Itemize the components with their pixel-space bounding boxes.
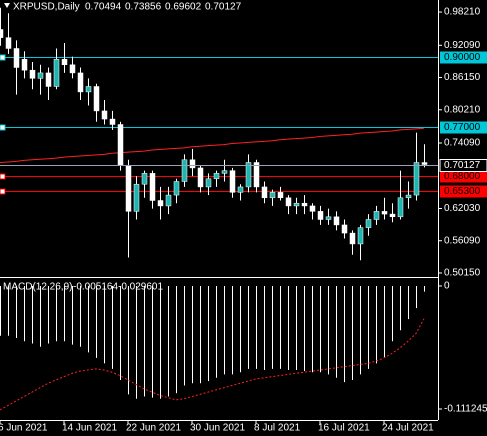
candle-body bbox=[21, 59, 28, 71]
candle-body bbox=[373, 211, 380, 220]
moving-average bbox=[0, 127, 425, 163]
level-marker bbox=[0, 188, 6, 195]
candle-body bbox=[365, 219, 372, 228]
level-label: 0.65300 bbox=[444, 186, 481, 197]
candle-body bbox=[221, 170, 228, 174]
candle-body bbox=[117, 124, 124, 166]
macd-title: MACD(12,26,9) bbox=[3, 282, 72, 293]
level-label-box bbox=[440, 170, 487, 183]
signal-value: -0.029601 bbox=[118, 282, 163, 293]
y-tick-label: 0.98210 bbox=[444, 7, 481, 18]
candle-body bbox=[165, 194, 172, 207]
header-high: 0.73856 bbox=[125, 2, 162, 13]
candle-body bbox=[405, 194, 412, 199]
candle-body bbox=[293, 202, 300, 207]
candle-body bbox=[309, 205, 316, 212]
candle-body bbox=[197, 167, 204, 188]
level-label: 0.68000 bbox=[444, 171, 481, 182]
signal-line bbox=[0, 318, 425, 411]
candle-body bbox=[253, 162, 260, 188]
candle-body bbox=[261, 186, 268, 199]
candle-body bbox=[269, 192, 276, 199]
candle-body bbox=[357, 227, 364, 245]
level-label-box bbox=[440, 121, 487, 134]
x-tick-label: 14 Jun 2021 bbox=[62, 423, 117, 434]
candle-body bbox=[389, 213, 396, 218]
candle-body bbox=[317, 211, 324, 220]
candle-body bbox=[53, 59, 60, 87]
candle-body bbox=[237, 186, 244, 193]
price-label: 0.70127 bbox=[444, 160, 481, 171]
candle-body bbox=[349, 232, 356, 245]
candle-body bbox=[213, 173, 220, 180]
candle-body bbox=[109, 118, 116, 125]
candle-body bbox=[101, 110, 108, 120]
x-tick-label: 30 Jun 2021 bbox=[190, 423, 245, 434]
candle-body bbox=[325, 216, 332, 220]
x-tick-label: 16 Jul 2021 bbox=[318, 423, 370, 434]
x-tick-label: 8 Jul 2021 bbox=[254, 423, 301, 434]
candle-body bbox=[413, 162, 420, 196]
header-low: 0.69602 bbox=[165, 2, 202, 13]
candle-body bbox=[421, 162, 428, 165]
candle-body bbox=[37, 72, 44, 79]
y-tick-label: 0.62030 bbox=[444, 203, 481, 214]
level-label: 0.77000 bbox=[444, 122, 481, 133]
x-tick-label: 6 Jun 2021 bbox=[0, 423, 48, 434]
candle-body bbox=[189, 159, 196, 169]
y-tick-label: 0.92090 bbox=[444, 40, 481, 51]
candle-body bbox=[245, 162, 252, 188]
y-tick-label: 0 bbox=[444, 281, 450, 292]
x-tick-label: 24 Jul 2021 bbox=[382, 423, 434, 434]
candle-body bbox=[13, 48, 20, 68]
candle-body bbox=[45, 72, 52, 87]
candle-body bbox=[333, 216, 340, 226]
level-label-box bbox=[440, 185, 487, 198]
candle-body bbox=[85, 86, 92, 93]
price-label-box bbox=[439, 159, 487, 172]
candle-body bbox=[381, 211, 388, 215]
candle-body bbox=[141, 173, 148, 185]
candle-body bbox=[93, 86, 100, 112]
y-tick-label: 0.74090 bbox=[444, 138, 481, 149]
y-tick-label: 0.50150 bbox=[444, 268, 481, 279]
candle-body bbox=[77, 72, 84, 93]
candle-body bbox=[157, 200, 164, 207]
y-tick-label: 0.80210 bbox=[444, 104, 481, 115]
candle-body bbox=[5, 37, 12, 49]
candle-body bbox=[69, 64, 76, 74]
candle-body bbox=[133, 183, 140, 212]
candle-body bbox=[205, 178, 212, 188]
candle-body bbox=[29, 69, 36, 79]
candle-body bbox=[173, 181, 180, 196]
candle-body bbox=[341, 224, 348, 234]
chart-title: XRPUSD,Daily bbox=[13, 2, 80, 13]
candle-body bbox=[125, 164, 132, 212]
x-tick-label: 22 Jun 2021 bbox=[126, 423, 181, 434]
level-marker bbox=[0, 173, 6, 180]
candle-body bbox=[301, 202, 308, 207]
candle-body bbox=[61, 59, 68, 66]
y-tick-label: -0.111245 bbox=[444, 404, 487, 415]
candle-body bbox=[397, 197, 404, 218]
candle-body bbox=[277, 192, 284, 199]
macd-value: -0.005164 bbox=[73, 282, 118, 293]
y-tick-label: 0.86150 bbox=[444, 72, 481, 83]
candle-body bbox=[0, 29, 4, 38]
candle-body bbox=[229, 170, 236, 193]
level-label: 0.90000 bbox=[444, 52, 481, 63]
level-label-box bbox=[440, 51, 487, 64]
candle-body bbox=[181, 159, 188, 182]
header-close: 0.70127 bbox=[205, 2, 242, 13]
candle-body bbox=[149, 173, 156, 201]
header-open: 0.70494 bbox=[85, 2, 122, 13]
level-marker bbox=[0, 124, 6, 131]
y-tick-label: 0.56090 bbox=[444, 235, 481, 246]
level-marker bbox=[0, 54, 6, 61]
candle-body bbox=[285, 197, 292, 207]
symbol-icon bbox=[4, 3, 10, 8]
